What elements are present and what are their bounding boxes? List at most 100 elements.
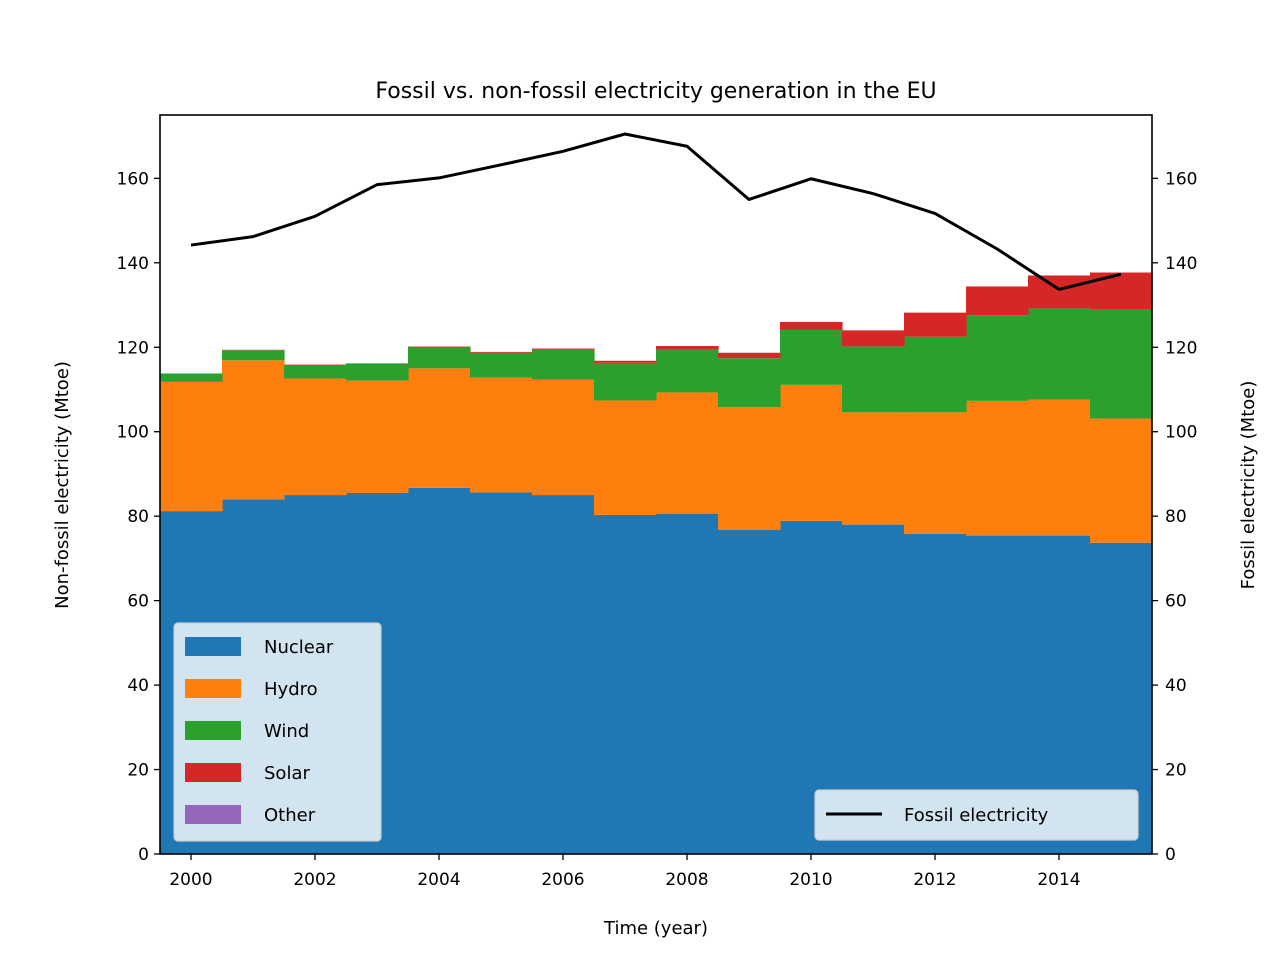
bar-wind-2003 xyxy=(346,363,409,381)
legend-stack: Nuclear Hydro Wind Solar Other xyxy=(173,622,382,842)
bar-wind-2007 xyxy=(594,362,657,401)
legend-swatch-solar xyxy=(185,763,241,782)
bar-wind-2014 xyxy=(1028,308,1091,400)
bar-hydro-2015 xyxy=(1090,418,1153,543)
bar-solar-2007 xyxy=(594,360,657,363)
bar-wind-2000 xyxy=(160,373,223,382)
bar-hydro-2002 xyxy=(284,378,347,496)
bar-wind-2010 xyxy=(780,329,843,385)
legend-label-solar: Solar xyxy=(264,763,310,784)
bar-wind-2002 xyxy=(284,364,347,379)
y-left-tick-label-20: 20 xyxy=(127,761,149,781)
legend-line: Fossil electricity xyxy=(814,789,1139,841)
bar-hydro-2014 xyxy=(1028,399,1091,536)
bar-hydro-2006 xyxy=(532,379,595,496)
series-hydro xyxy=(160,360,1153,543)
legend-swatch-nuclear xyxy=(185,637,241,656)
bar-wind-2013 xyxy=(966,315,1029,401)
bar-hydro-2012 xyxy=(904,412,967,534)
fossil-electricity-line xyxy=(190,132,1122,291)
y-right-tick-label-160: 160 xyxy=(1165,169,1197,189)
chart-title: Fossil vs. non-fossil electricity genera… xyxy=(375,79,936,104)
x-axis: 2000 2002 2004 2006 2008 2010 2012 2014 xyxy=(169,854,1081,890)
bar-hydro-2011 xyxy=(842,412,905,525)
x-tick-label-2010: 2010 xyxy=(789,870,832,890)
legend-swatch-hydro xyxy=(185,679,241,698)
x-tick-label-2012: 2012 xyxy=(913,870,956,890)
bar-wind-2008 xyxy=(656,349,719,393)
bar-solar-2006 xyxy=(532,348,595,350)
bar-hydro-2004 xyxy=(408,368,471,488)
bar-nuclear-2007 xyxy=(594,514,657,854)
series-wind xyxy=(160,308,1153,419)
y-left-tick-label-160: 160 xyxy=(117,169,149,189)
bar-solar-2010 xyxy=(780,321,843,330)
y-right-tick-label-0: 0 xyxy=(1165,845,1176,865)
y-left-tick-label-120: 120 xyxy=(117,338,149,358)
y-right-tick-label-140: 140 xyxy=(1165,254,1197,274)
bar-nuclear-2005 xyxy=(470,492,533,854)
legend-label-hydro: Hydro xyxy=(264,679,318,700)
bar-solar-2013 xyxy=(966,286,1029,316)
legend-line-box xyxy=(814,789,1139,841)
bar-hydro-2007 xyxy=(594,400,657,515)
y-left-tick-label-100: 100 xyxy=(117,423,149,443)
series-solar xyxy=(160,272,1153,374)
y-left-tick-label-60: 60 xyxy=(127,592,149,612)
bar-solar-2005 xyxy=(470,351,533,353)
legend-label-other: Other xyxy=(264,805,316,826)
legend-swatch-other xyxy=(185,805,241,824)
bar-wind-2005 xyxy=(470,352,533,378)
y-right-tick-label-80: 80 xyxy=(1165,507,1187,527)
y-right-tick-label-20: 20 xyxy=(1165,761,1187,781)
y-left-tick-label-80: 80 xyxy=(127,507,149,527)
bar-solar-2011 xyxy=(842,330,905,347)
bar-hydro-2005 xyxy=(470,377,533,493)
bar-nuclear-2008 xyxy=(656,513,719,854)
legend-label-nuclear: Nuclear xyxy=(264,637,334,658)
bar-solar-2009 xyxy=(718,352,781,359)
bar-solar-2012 xyxy=(904,312,967,337)
bar-hydro-2003 xyxy=(346,380,409,493)
bar-hydro-2009 xyxy=(718,407,781,530)
y-right-tick-label-100: 100 xyxy=(1165,423,1197,443)
bar-wind-2015 xyxy=(1090,309,1153,419)
bar-wind-2011 xyxy=(842,346,905,413)
y-right-tick-label-60: 60 xyxy=(1165,592,1187,612)
y-axis-right: 0 20 40 60 80 100 120 140 160 xyxy=(1152,169,1197,865)
bar-solar-2014 xyxy=(1028,275,1091,309)
y-left-tick-label-40: 40 xyxy=(127,676,149,696)
x-tick-label-2014: 2014 xyxy=(1037,870,1080,890)
bar-nuclear-2006 xyxy=(532,495,595,854)
bar-hydro-2013 xyxy=(966,400,1029,536)
bar-solar-2008 xyxy=(656,345,719,350)
bar-wind-2004 xyxy=(408,346,471,369)
legend-label-wind: Wind xyxy=(264,721,309,742)
bar-hydro-2000 xyxy=(160,381,223,512)
x-axis-label: Time (year) xyxy=(603,918,708,939)
bar-nuclear-2004 xyxy=(408,487,471,854)
y-right-tick-label-120: 120 xyxy=(1165,338,1197,358)
bar-wind-2012 xyxy=(904,336,967,413)
y-left-tick-label-0: 0 xyxy=(138,845,149,865)
y-axis-right-label: Fossil electricity (Mtoe) xyxy=(1238,381,1259,590)
y-left-tick-label-140: 140 xyxy=(117,254,149,274)
bar-wind-2006 xyxy=(532,349,595,380)
x-tick-label-2008: 2008 xyxy=(665,870,708,890)
x-tick-label-2006: 2006 xyxy=(541,870,584,890)
x-tick-label-2004: 2004 xyxy=(417,870,460,890)
x-tick-label-2002: 2002 xyxy=(293,870,336,890)
plot-frame xyxy=(159,114,1153,855)
bar-nuclear-2009 xyxy=(718,529,781,854)
bar-hydro-2010 xyxy=(780,384,843,521)
legend-swatch-wind xyxy=(185,721,241,740)
bar-hydro-2008 xyxy=(656,392,719,514)
x-tick-label-2000: 2000 xyxy=(169,870,212,890)
y-axis-left-label: Non-fossil electricity (Mtoe) xyxy=(52,361,73,609)
bar-wind-2001 xyxy=(222,350,285,361)
bar-wind-2009 xyxy=(718,358,781,408)
y-axis-left: 0 20 40 60 80 100 120 140 160 xyxy=(117,169,160,865)
legend-label-fossil-electricity: Fossil electricity xyxy=(904,805,1049,826)
legend-stack-box xyxy=(173,622,382,842)
